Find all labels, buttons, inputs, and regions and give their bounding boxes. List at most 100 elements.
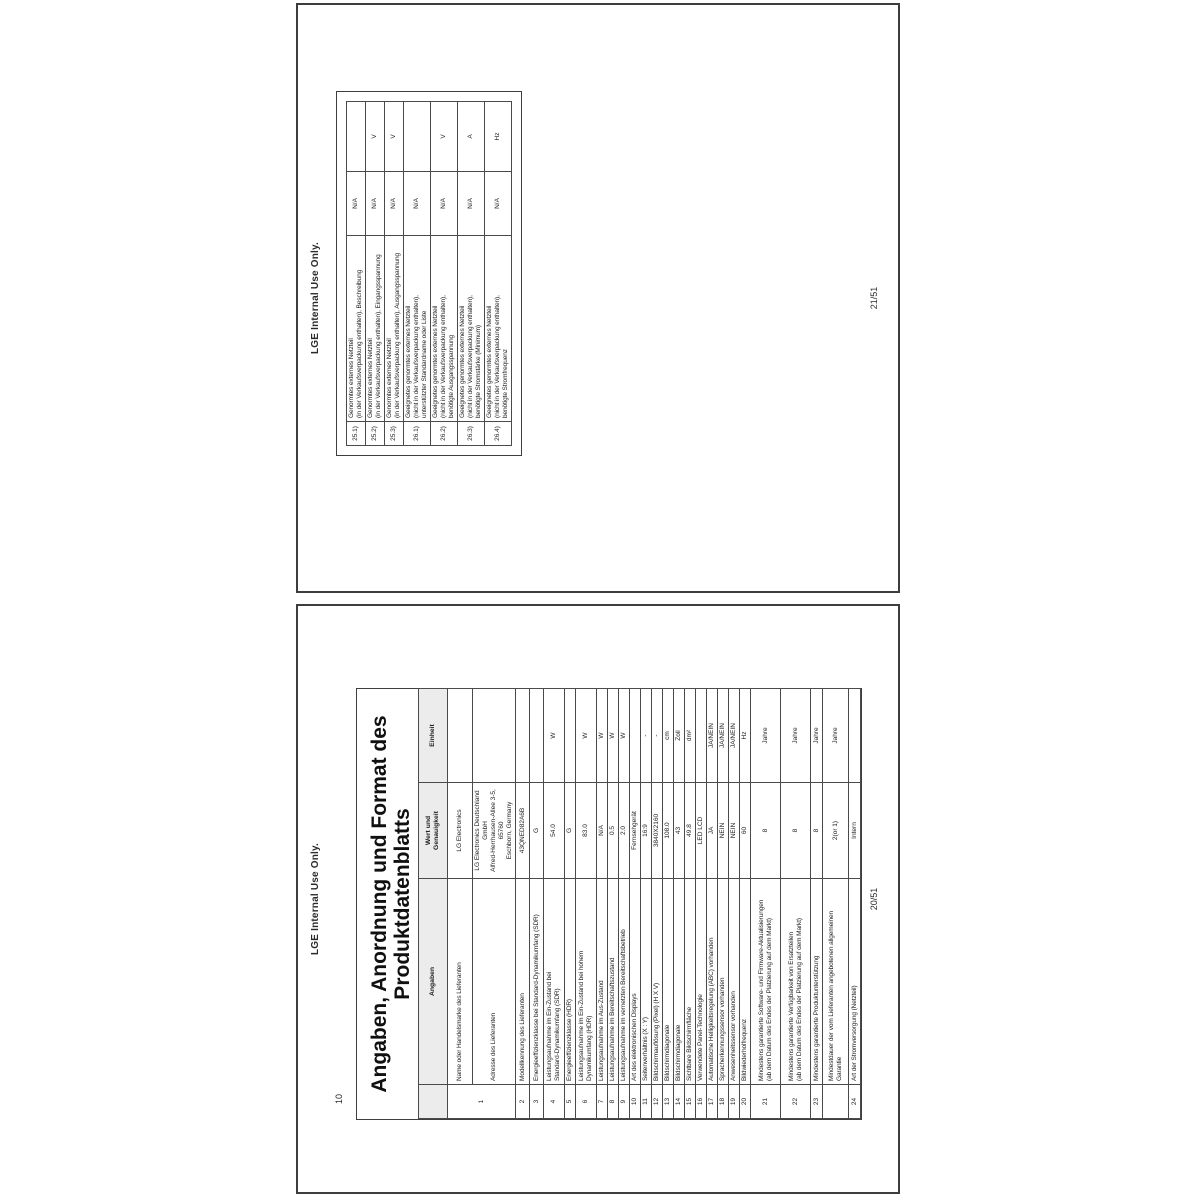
cell-unit: Zoll bbox=[673, 688, 685, 783]
cell-value: 8 bbox=[810, 782, 823, 879]
page-number: 21/51 bbox=[869, 286, 879, 310]
confidentiality-header: LGE Internal Use Only. bbox=[310, 842, 321, 956]
page-title-line-2: Produktdatenblatts bbox=[391, 808, 414, 1000]
cell-row-number: 2 bbox=[515, 1084, 530, 1119]
table-row: 8 Leistungsaufnahme im Bereitschaftszusta… bbox=[607, 688, 619, 1119]
cell-unit bbox=[515, 688, 530, 783]
table-row: 3 Energieeffizienzklasse bei Standard-Dyn… bbox=[529, 688, 544, 1119]
cell-unit bbox=[695, 688, 707, 783]
cell-unit: V bbox=[430, 101, 458, 172]
table-row: 22 Mindestens garantierte Verfügbarkeit v… bbox=[780, 688, 811, 1119]
table-row: 25.1) Genormtes externes Netzteil (in der… bbox=[346, 101, 366, 446]
cell-unit: - bbox=[640, 688, 652, 783]
table-row: 25.2) Genormtes externes Netzteil (in der… bbox=[365, 101, 385, 446]
table-row: 21 Mindestens garantierte Software- und F… bbox=[750, 688, 781, 1119]
cell-value: 49.8 bbox=[684, 782, 696, 879]
cell-row-number bbox=[822, 1084, 849, 1119]
cell-label: Automatische Helligkeitsregelung (ABC) v… bbox=[706, 878, 718, 1085]
cell-unit bbox=[564, 688, 576, 783]
cell-value: Intern bbox=[848, 782, 861, 879]
cell-value: 8 bbox=[750, 782, 781, 879]
header-cell-einheit: Einheit bbox=[418, 688, 448, 783]
table-row: 26.3) Geeignetes genormtes externes Netzt… bbox=[457, 101, 485, 446]
table-row: 2 Modellkennung des Lieferanten 43QNED82A6… bbox=[515, 688, 530, 1119]
table-row: 1 Name oder Handelsmarke des Lieferanten L… bbox=[447, 688, 516, 1119]
table-row: 18 Spracherkennungssensor vorhanden NEIN JA… bbox=[717, 688, 729, 1119]
cell-label: Leistungsaufnahme im Bereitschaftszustan… bbox=[607, 878, 619, 1085]
cell-label: Geeignetes genormtes externes Netzteil (… bbox=[430, 235, 458, 422]
cell-label: Genormtes externes Netzteil (in der Verk… bbox=[384, 235, 404, 422]
cell-label: Mindestdauer der vom Lieferanten angebot… bbox=[822, 878, 849, 1085]
cell-label: Geeignetes genormtes externes Netzteil (… bbox=[403, 235, 431, 422]
cell-unit bbox=[447, 688, 473, 783]
cell-value: N/A bbox=[484, 171, 512, 236]
cell-row-number: 15 bbox=[684, 1084, 696, 1119]
cell-label: Bildschirmdiagonale bbox=[662, 878, 674, 1085]
cell-row-number: 10 bbox=[629, 1084, 641, 1119]
cell-value: N/A bbox=[596, 782, 608, 879]
cell-label: Spracherkennungssensor vorhanden bbox=[717, 878, 729, 1085]
page-number: 20/51 bbox=[869, 887, 879, 911]
cell-value: 54.0 bbox=[543, 782, 565, 879]
cell-value: NEIN bbox=[717, 782, 729, 879]
cell-label: Adresse des Lieferanten bbox=[472, 878, 516, 1085]
cell-value: 108.0 bbox=[662, 782, 674, 879]
table-row: 23 Mindestens garantierte Produktunterstü… bbox=[810, 688, 823, 1119]
datasheet-frame: Angaben, Anordnung und Format des Produk… bbox=[356, 688, 862, 1120]
cell-label: Genormtes externes Netzteil (in der Verk… bbox=[365, 235, 385, 422]
table-row: 10 Art des elektronischen Displays Fernseh… bbox=[629, 688, 641, 1119]
pdf-page-21: LGE Internal Use Only. 25.1) Genormtes ex… bbox=[296, 3, 900, 593]
table-row: 9 Leistungsaufnahme im vernetzten Bereits… bbox=[618, 688, 630, 1119]
table-row: 4 Leistungsaufnahme im Ein-Zustand bei St… bbox=[543, 688, 565, 1119]
cell-label: Art der Stromversorgung (Netzteil) bbox=[848, 878, 861, 1085]
cell-unit: W bbox=[596, 688, 608, 783]
cell-label: Leistungsaufnahme im vernetzten Bereitsc… bbox=[618, 878, 630, 1085]
external-power-supply-table: 25.1) Genormtes externes Netzteil (in der… bbox=[346, 101, 512, 446]
cell-value: 60 bbox=[739, 782, 751, 879]
cell-label: Energieeffizienzklasse (HDR) bbox=[564, 878, 576, 1085]
table-row: 7 Leistungsaufnahme im Aus-Zustand N/A W bbox=[596, 688, 608, 1119]
cell-row-number: 9 bbox=[618, 1084, 630, 1119]
cell-row-number: 26.3) bbox=[457, 421, 485, 446]
cell-unit: V bbox=[365, 101, 385, 172]
header-cell-wert: Wert und Genauigkeit bbox=[418, 782, 448, 879]
cell-label: Geeignetes genormtes externes Netzteil (… bbox=[484, 235, 512, 422]
table-row: 26.1) Geeignetes genormtes externes Netzt… bbox=[403, 101, 431, 446]
cell-value: N/A bbox=[365, 171, 385, 236]
confidentiality-header: LGE Internal Use Only. bbox=[310, 241, 321, 355]
cell-value: LG Electronics Deutschland GmbH Alfred-H… bbox=[472, 782, 516, 879]
table-row: 14 Bildschirmdiagonale 43 Zoll bbox=[673, 688, 685, 1119]
pdf-page-20: LGE Internal Use Only. 10 Angaben, Anord… bbox=[296, 604, 900, 1194]
cell-row-number: 24 bbox=[848, 1084, 861, 1119]
cell-value: NEIN bbox=[728, 782, 740, 879]
cell-row-number: 26.1) bbox=[403, 421, 431, 446]
psu-table-frame: 25.1) Genormtes externes Netzteil (in der… bbox=[336, 91, 522, 456]
cell-row-number: 13 bbox=[662, 1084, 674, 1119]
table-row: 25.3) Genormtes externes Netzteil (in der… bbox=[384, 101, 404, 446]
cell-value: 2(or 1) bbox=[822, 782, 849, 879]
cell-value: LG Electronics bbox=[447, 782, 473, 879]
cell-unit: Jahre bbox=[810, 688, 823, 783]
page-21-content: LGE Internal Use Only. 25.1) Genormtes ex… bbox=[298, 5, 898, 591]
table-row: 13 Bildschirmdiagonale 108.0 cm bbox=[662, 688, 674, 1119]
cell-row-number: 26.4) bbox=[484, 421, 512, 446]
cell-value: 2.0 bbox=[618, 782, 630, 879]
table-row: 5 Energieeffizienzklasse (HDR) G bbox=[564, 688, 576, 1119]
section-number: 10 bbox=[334, 1093, 344, 1104]
header-cell-number bbox=[418, 1084, 448, 1119]
table-row: 6 Leistungsaufnahme im Ein-Zustand bei ho… bbox=[575, 688, 597, 1119]
table-row: 17 Automatische Helligkeitsregelung (ABC)… bbox=[706, 688, 718, 1119]
cell-row-number: 25.1) bbox=[346, 421, 366, 446]
cell-unit bbox=[403, 101, 431, 172]
cell-row-number: 26.2) bbox=[430, 421, 458, 446]
cell-value: N/A bbox=[457, 171, 485, 236]
table-row: 24 Art der Stromversorgung (Netzteil) Inte… bbox=[848, 688, 861, 1119]
cell-row-number: 22 bbox=[780, 1084, 811, 1119]
cell-row-number: 25.3) bbox=[384, 421, 404, 446]
cell-unit: JA/NEIN bbox=[717, 688, 729, 783]
cell-value: 43QNED82A6B bbox=[515, 782, 530, 879]
cell-row-number: 6 bbox=[575, 1084, 597, 1119]
cell-value: JA bbox=[706, 782, 718, 879]
cell-value: LED LCD bbox=[695, 782, 707, 879]
cell-value: N/A bbox=[346, 171, 366, 236]
